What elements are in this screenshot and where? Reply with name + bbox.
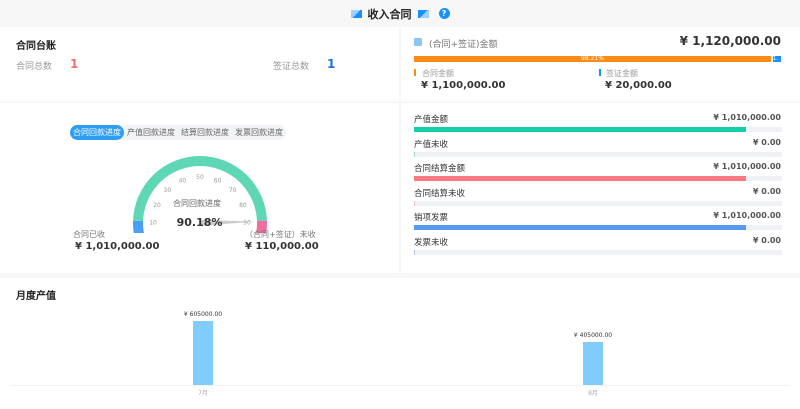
page-title: 收入合同	[367, 7, 412, 21]
tab-3[interactable]: 发票回款进度	[235, 128, 283, 137]
tab-2[interactable]: 结算回款进度	[181, 128, 229, 137]
contract-count-label: 合同总数	[16, 62, 53, 72]
progress-bar-fill	[414, 127, 746, 132]
progress-value: ¥ 1,010,000.00	[713, 162, 781, 171]
progress-value: ¥ 0.00	[752, 137, 781, 147]
gauge-arc-high	[256, 220, 267, 233]
gauge-pointer	[199, 220, 255, 226]
monthly-panel: 月度产值 ¥ 605000.00 7月 ¥ 405000.00 8月	[0, 278, 800, 409]
monthly-bar-chart: ¥ 605000.00 7月 ¥ 405000.00 8月	[0, 278, 800, 409]
contract-amount-value: ¥ 1,100,000.00	[421, 80, 506, 91]
progress-bar-fill	[414, 200, 416, 206]
gauge-chart: 0102030405060708090100	[133, 156, 267, 233]
gauge-tabs: 合同回款进度 产值回款进度 结算回款进度 发票回款进度	[70, 125, 286, 140]
progress-bar-fill	[414, 249, 416, 255]
unreceived-label: （合同+签证）未收	[245, 230, 316, 239]
contract-amount-label: 合同金额	[422, 69, 454, 78]
received-value: ¥ 1,010,000.00	[75, 241, 160, 252]
visa-share-percent: 1.	[773, 56, 778, 62]
x-tick-label: 8月	[588, 390, 598, 397]
progress-label: 销项发票	[414, 213, 449, 223]
bar	[193, 321, 213, 385]
gauge-tick-label: 40	[179, 177, 187, 184]
tab-0[interactable]: 合同回款进度	[70, 125, 124, 140]
gauge-tick-label: 50	[196, 174, 204, 181]
progress-value: ¥ 0.00	[752, 235, 781, 245]
progress-value: ¥ 1,010,000.00	[713, 211, 781, 220]
progress-bar-fill	[414, 225, 746, 230]
bar-data-label: ¥ 605000.00	[183, 311, 223, 318]
tab-1[interactable]: 产值回款进度	[127, 128, 175, 137]
progress-bar	[414, 200, 782, 206]
ledger-panel: 合同台账 合同总数 1 签证总数 1	[0, 27, 399, 101]
decor-icon	[417, 9, 429, 18]
visa-share-bar: 1.	[773, 56, 781, 62]
gauge-name: 合同回款进度	[173, 199, 221, 208]
gauge-tick-label: 60	[214, 177, 222, 184]
progress-panel: 产值金额 ¥ 1,010,000.00 产值未收 ¥ 0.00 合同结算金额 ¥…	[401, 103, 800, 273]
gauge-tick-label: 20	[153, 202, 161, 209]
progress-bar	[414, 127, 782, 132]
visa-count: 1	[327, 57, 336, 71]
progress-value: ¥ 0.00	[752, 186, 781, 196]
visa-marker	[599, 69, 601, 76]
contract-count: 1	[70, 57, 79, 71]
gauge-tick-label: 90	[243, 219, 251, 226]
gauge-arc-mid	[133, 156, 267, 222]
progress-label: 产值未收	[414, 139, 449, 150]
progress-label: 发票未收	[414, 237, 449, 248]
page-header: 收入合同 ?	[0, 0, 800, 27]
contract-share-percent: 98.21%	[581, 55, 604, 62]
progress-label: 合同结算金额	[414, 164, 466, 174]
monthly-title: 月度产值	[16, 291, 56, 302]
x-axis	[10, 385, 790, 386]
help-icon[interactable]: ?	[438, 8, 450, 19]
progress-value: ¥ 1,010,000.00	[713, 113, 781, 122]
progress-bar	[414, 151, 782, 157]
progress-label: 产值金额	[414, 115, 449, 125]
contract-share-bar: 98.21%	[414, 56, 771, 62]
progress-bar-fill	[414, 176, 746, 181]
decor-icon	[350, 9, 362, 18]
total-value: ¥ 1,120,000.00	[679, 34, 781, 48]
gauge-tick-label: 70	[229, 187, 237, 194]
progress-bar	[414, 225, 782, 230]
total-panel: (合同+签证)金额 ¥ 1,120,000.00 98.21% 1. 合同金额 …	[401, 27, 800, 101]
received-label: 合同已收	[73, 230, 105, 239]
gauge-tick-label: 80	[239, 202, 247, 209]
visa-amount-value: ¥ 20,000.00	[605, 80, 672, 91]
gauge-tick-label: 30	[164, 187, 172, 194]
bar	[583, 342, 603, 385]
progress-label: 合同结算未收	[414, 188, 466, 199]
total-label: (合同+签证)金额	[429, 40, 498, 50]
x-tick-label: 7月	[198, 390, 208, 397]
visa-count-label: 签证总数	[273, 62, 310, 72]
gauge-value: 90.18%	[176, 216, 223, 229]
bar-data-label: ¥ 405000.00	[573, 332, 613, 340]
amount-icon	[414, 38, 422, 46]
unreceived-value: ¥ 110,000.00	[245, 241, 319, 252]
visa-amount-label: 签证金额	[606, 69, 638, 78]
gauge-arc-low	[133, 220, 144, 233]
progress-bar	[414, 176, 782, 181]
progress-bar	[414, 249, 782, 255]
gauge-tick-label: 10	[149, 219, 157, 226]
progress-bar-fill	[414, 151, 416, 157]
contract-marker	[414, 69, 416, 76]
ledger-title: 合同台账	[16, 41, 56, 52]
